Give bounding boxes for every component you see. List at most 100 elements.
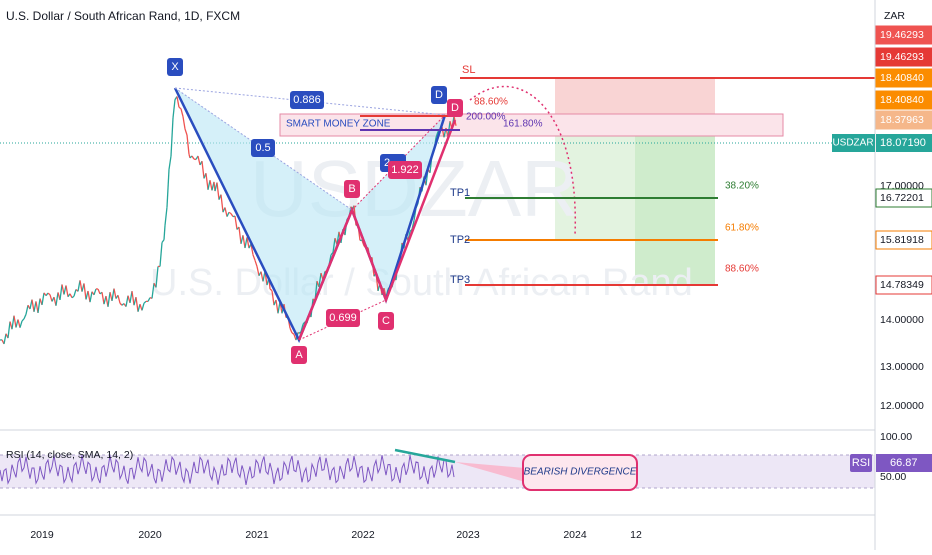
candle (165, 207, 167, 225)
point-label: A (295, 349, 303, 361)
candle (167, 170, 169, 208)
candle (120, 303, 122, 305)
candle (181, 109, 183, 117)
price-marker: 14.78349 (880, 279, 924, 291)
candle (24, 314, 26, 319)
candle (192, 156, 194, 159)
point-label: B (348, 183, 355, 195)
point-label: C (382, 315, 390, 327)
candle (48, 293, 50, 295)
rsi-value: 66.87 (890, 457, 918, 469)
candle (229, 212, 231, 213)
price-marker: 18.40840 (880, 72, 924, 84)
candle (66, 286, 68, 297)
candle (173, 100, 175, 118)
target-label: TP2 (450, 234, 470, 246)
symbol-tag-label: USDZAR (832, 138, 873, 149)
zone-level: 88.60% (474, 97, 508, 108)
candle (80, 280, 82, 291)
target-label: TP1 (450, 187, 470, 199)
candle (292, 333, 294, 334)
candle (235, 216, 237, 229)
rsi-tag-label: RSI (852, 457, 870, 469)
candle (74, 289, 76, 296)
point-label: X (171, 61, 179, 73)
candle (60, 285, 62, 300)
candle (144, 301, 146, 303)
price-marker: 19.46293 (880, 29, 924, 41)
candle (84, 283, 86, 299)
ratio-label: 0.699 (329, 312, 357, 324)
time-label: 2023 (456, 529, 480, 541)
candle (239, 227, 241, 244)
candle (171, 118, 173, 156)
candle (42, 293, 44, 305)
candle (169, 156, 171, 169)
candle (22, 319, 24, 321)
zone-level: 200.00% (466, 112, 506, 123)
candle (20, 321, 22, 328)
price-label: 13.00000 (880, 361, 924, 373)
candle (114, 289, 116, 299)
rsi-axis-label: 100.00 (880, 431, 912, 443)
candle (132, 291, 134, 305)
candle (253, 255, 255, 260)
candle (112, 289, 114, 301)
ratio-label: 1.922 (391, 164, 419, 176)
target-level: 88.60% (725, 264, 759, 275)
candle (72, 296, 74, 298)
target-level: 61.80% (725, 223, 759, 234)
candle (102, 292, 104, 304)
candle (4, 334, 6, 344)
target-level: 38.20% (725, 181, 759, 192)
chart-title: U.S. Dollar / South African Rand, 1D, FX… (6, 9, 240, 23)
price-label: 14.00000 (880, 314, 924, 326)
candle (126, 296, 128, 307)
zone-label: SMART MONEY ZONE (286, 119, 391, 130)
time-label: 2019 (30, 529, 54, 541)
time-label: 12 (630, 529, 642, 541)
candle (14, 316, 16, 328)
candle (108, 292, 110, 307)
price-marker: 16.72201 (880, 192, 924, 204)
candle (70, 294, 72, 298)
candle (225, 207, 227, 216)
point-label: D (451, 102, 459, 114)
ratio-label: 0.886 (293, 94, 321, 106)
candle (26, 305, 28, 314)
watermark-name: U.S. Dollar / South African Rand (150, 262, 693, 304)
candle (187, 135, 189, 154)
ratio-label: 0.5 (255, 142, 270, 154)
candle (142, 303, 144, 310)
candle (221, 195, 223, 212)
time-label: 2020 (138, 529, 162, 541)
candle (136, 297, 138, 311)
target-label: TP3 (450, 274, 470, 286)
time-label: 2024 (563, 529, 587, 541)
time-label: 2022 (351, 529, 375, 541)
candle (290, 328, 292, 333)
candle (185, 129, 187, 135)
last-price: 18.07190 (880, 137, 926, 149)
candle (202, 161, 204, 178)
rsi-axis-label: 50.00 (880, 471, 906, 483)
candle (183, 117, 185, 129)
price-label: 12.00000 (880, 400, 924, 412)
candle (98, 289, 100, 294)
candle (118, 295, 120, 303)
price-marker: 19.46293 (880, 51, 924, 63)
price-marker: 15.81918 (880, 234, 924, 246)
candle (179, 107, 181, 108)
price-marker: 18.37963 (880, 114, 924, 126)
candle (90, 292, 92, 302)
callout-text: BEARISH DIVERGENCE (524, 467, 637, 478)
candle (50, 295, 52, 302)
candle (38, 299, 40, 313)
candle (231, 214, 233, 217)
candle (56, 292, 58, 305)
candle (206, 173, 208, 189)
candle (198, 156, 200, 165)
rsi-title: RSI (14, close, SMA, 14, 2) (6, 449, 133, 461)
